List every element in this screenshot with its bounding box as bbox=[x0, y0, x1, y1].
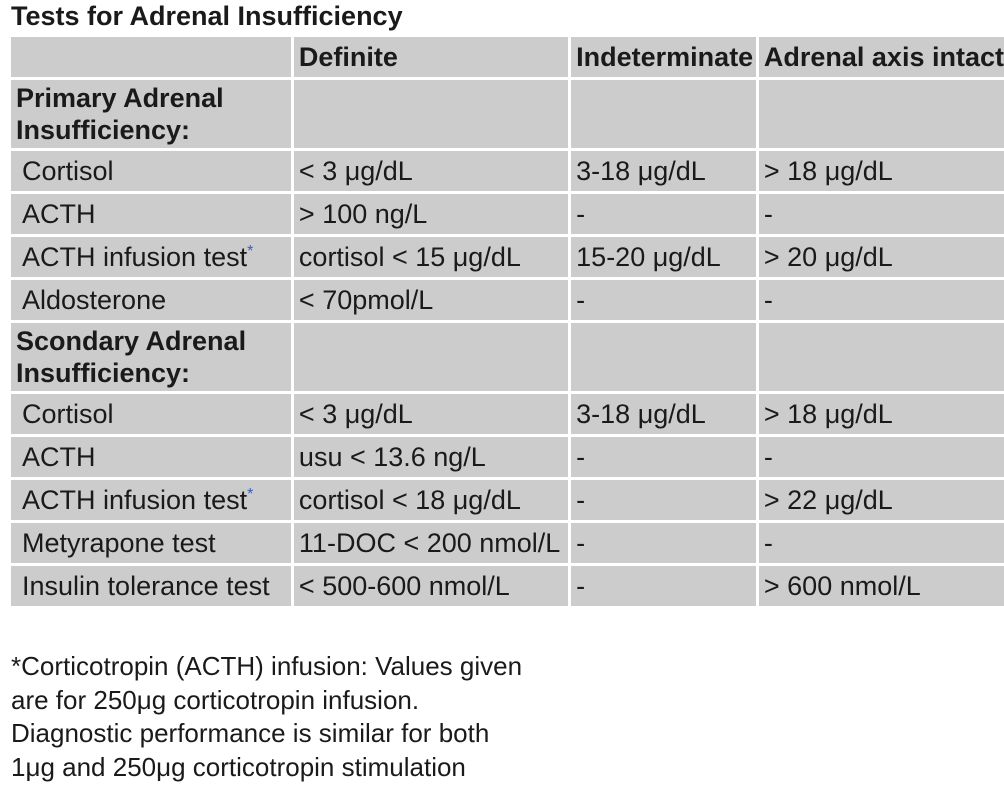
adrenal-tests-table: Definite Indeterminate Adrenal axis inta… bbox=[8, 34, 1004, 609]
primary-section-label: Primary Adrenal Insufficiency: bbox=[11, 80, 291, 148]
intact-value: - bbox=[758, 194, 1004, 234]
empty-cell bbox=[758, 323, 1004, 391]
header-empty-cell bbox=[11, 37, 291, 77]
test-name: ACTH bbox=[22, 442, 96, 472]
intact-value: > 22 μg/dL bbox=[758, 480, 1004, 520]
test-name-cell: ACTH bbox=[11, 194, 291, 234]
intact-value: > 18 μg/dL bbox=[758, 394, 1004, 434]
header-adrenal-axis-intact: Adrenal axis intact bbox=[758, 37, 1004, 77]
indeterminate-value: - bbox=[571, 566, 756, 606]
test-name-cell: Insulin tolerance test bbox=[11, 566, 291, 606]
empty-cell bbox=[758, 80, 1004, 148]
indeterminate-value: - bbox=[571, 280, 756, 320]
footnote-line: 1μg and 250μg corticotropin stimulation bbox=[11, 751, 466, 782]
definite-value: < 3 μg/dL bbox=[293, 394, 569, 434]
empty-cell bbox=[293, 323, 569, 391]
definite-value: 11-DOC < 200 nmol/L bbox=[293, 523, 569, 563]
table-header-row: Definite Indeterminate Adrenal axis inta… bbox=[11, 37, 1004, 77]
empty-cell bbox=[571, 80, 756, 148]
footnote-line: *Corticotropin (ACTH) infusion: Values g… bbox=[11, 651, 523, 681]
secondary-section-label: Scondary Adrenal Insufficiency: bbox=[11, 323, 291, 391]
definite-value: cortisol < 18 μg/dL bbox=[293, 480, 569, 520]
table-row: Cortisol < 3 μg/dL 3-18 μg/dL > 18 μg/dL bbox=[11, 394, 1004, 434]
definite-value: cortisol < 15 μg/dL bbox=[293, 237, 569, 277]
definite-value: > 100 ng/L bbox=[293, 194, 569, 234]
page-title: Tests for Adrenal Insufficiency bbox=[11, 1, 403, 31]
test-name: ACTH bbox=[22, 199, 96, 229]
footnote-line: are for 250μg corticotropin infusion. bbox=[11, 684, 420, 715]
definite-value: usu < 13.6 ng/L bbox=[293, 437, 569, 477]
intact-value: - bbox=[758, 280, 1004, 320]
test-name-cell: Cortisol bbox=[11, 394, 291, 434]
header-indeterminate: Indeterminate bbox=[571, 37, 756, 77]
test-name-cell: ACTH bbox=[11, 437, 291, 477]
test-name-cell: Metyrapone test bbox=[11, 523, 291, 563]
indeterminate-value: - bbox=[571, 437, 756, 477]
indeterminate-value: - bbox=[571, 523, 756, 563]
table-row: Cortisol < 3 μg/dL 3-18 μg/dL > 18 μg/dL bbox=[11, 151, 1004, 191]
table-row: ACTH > 100 ng/L - - bbox=[11, 194, 1004, 234]
table-body: Definite Indeterminate Adrenal axis inta… bbox=[11, 37, 1004, 606]
definite-value: < 500-600 nmol/L bbox=[293, 566, 569, 606]
intact-value: > 20 μg/dL bbox=[758, 237, 1004, 277]
test-name: Metyrapone test bbox=[22, 528, 216, 558]
intact-value: > 600 nmol/L bbox=[758, 566, 1004, 606]
empty-cell bbox=[571, 323, 756, 391]
footnote-marker: * bbox=[247, 486, 254, 503]
indeterminate-value: - bbox=[571, 194, 756, 234]
test-name: Aldosterone bbox=[22, 285, 167, 315]
test-name: ACTH infusion test bbox=[22, 485, 248, 515]
footnote-marker: * bbox=[247, 243, 254, 260]
empty-cell bbox=[293, 80, 569, 148]
table-row: ACTH usu < 13.6 ng/L - - bbox=[11, 437, 1004, 477]
indeterminate-value: - bbox=[571, 480, 756, 520]
test-name: Cortisol bbox=[22, 156, 114, 186]
footnote: *Corticotropin (ACTH) infusion: Values g… bbox=[11, 650, 571, 784]
definite-value: < 70pmol/L bbox=[293, 280, 569, 320]
table-row: ACTH infusion test* cortisol < 15 μg/dL 15… bbox=[11, 237, 1004, 277]
test-name-cell: Cortisol bbox=[11, 151, 291, 191]
footnote-line: Diagnostic performance is similar for bo… bbox=[11, 718, 490, 748]
test-name-cell: ACTH infusion test* bbox=[11, 480, 291, 520]
indeterminate-value: 15-20 μg/dL bbox=[571, 237, 756, 277]
table-row: ACTH infusion test* cortisol < 18 μg/dL - >… bbox=[11, 480, 1004, 520]
test-name: Cortisol bbox=[22, 399, 114, 429]
header-definite: Definite bbox=[293, 37, 569, 77]
indeterminate-value: 3-18 μg/dL bbox=[571, 151, 756, 191]
table-row: Metyrapone test 11-DOC < 200 nmol/L - - bbox=[11, 523, 1004, 563]
test-name: Insulin tolerance test bbox=[22, 571, 270, 601]
test-name-cell: ACTH infusion test* bbox=[11, 237, 291, 277]
table-row: Insulin tolerance test < 500-600 nmol/L - >… bbox=[11, 566, 1004, 606]
intact-value: - bbox=[758, 523, 1004, 563]
table-row: Aldosterone < 70pmol/L - - bbox=[11, 280, 1004, 320]
test-name-cell: Aldosterone bbox=[11, 280, 291, 320]
indeterminate-value: 3-18 μg/dL bbox=[571, 394, 756, 434]
intact-value: > 18 μg/dL bbox=[758, 151, 1004, 191]
primary-section-row: Primary Adrenal Insufficiency: bbox=[11, 80, 1004, 148]
secondary-section-row: Scondary Adrenal Insufficiency: bbox=[11, 323, 1004, 391]
intact-value: - bbox=[758, 437, 1004, 477]
test-name: ACTH infusion test bbox=[22, 242, 248, 272]
definite-value: < 3 μg/dL bbox=[293, 151, 569, 191]
